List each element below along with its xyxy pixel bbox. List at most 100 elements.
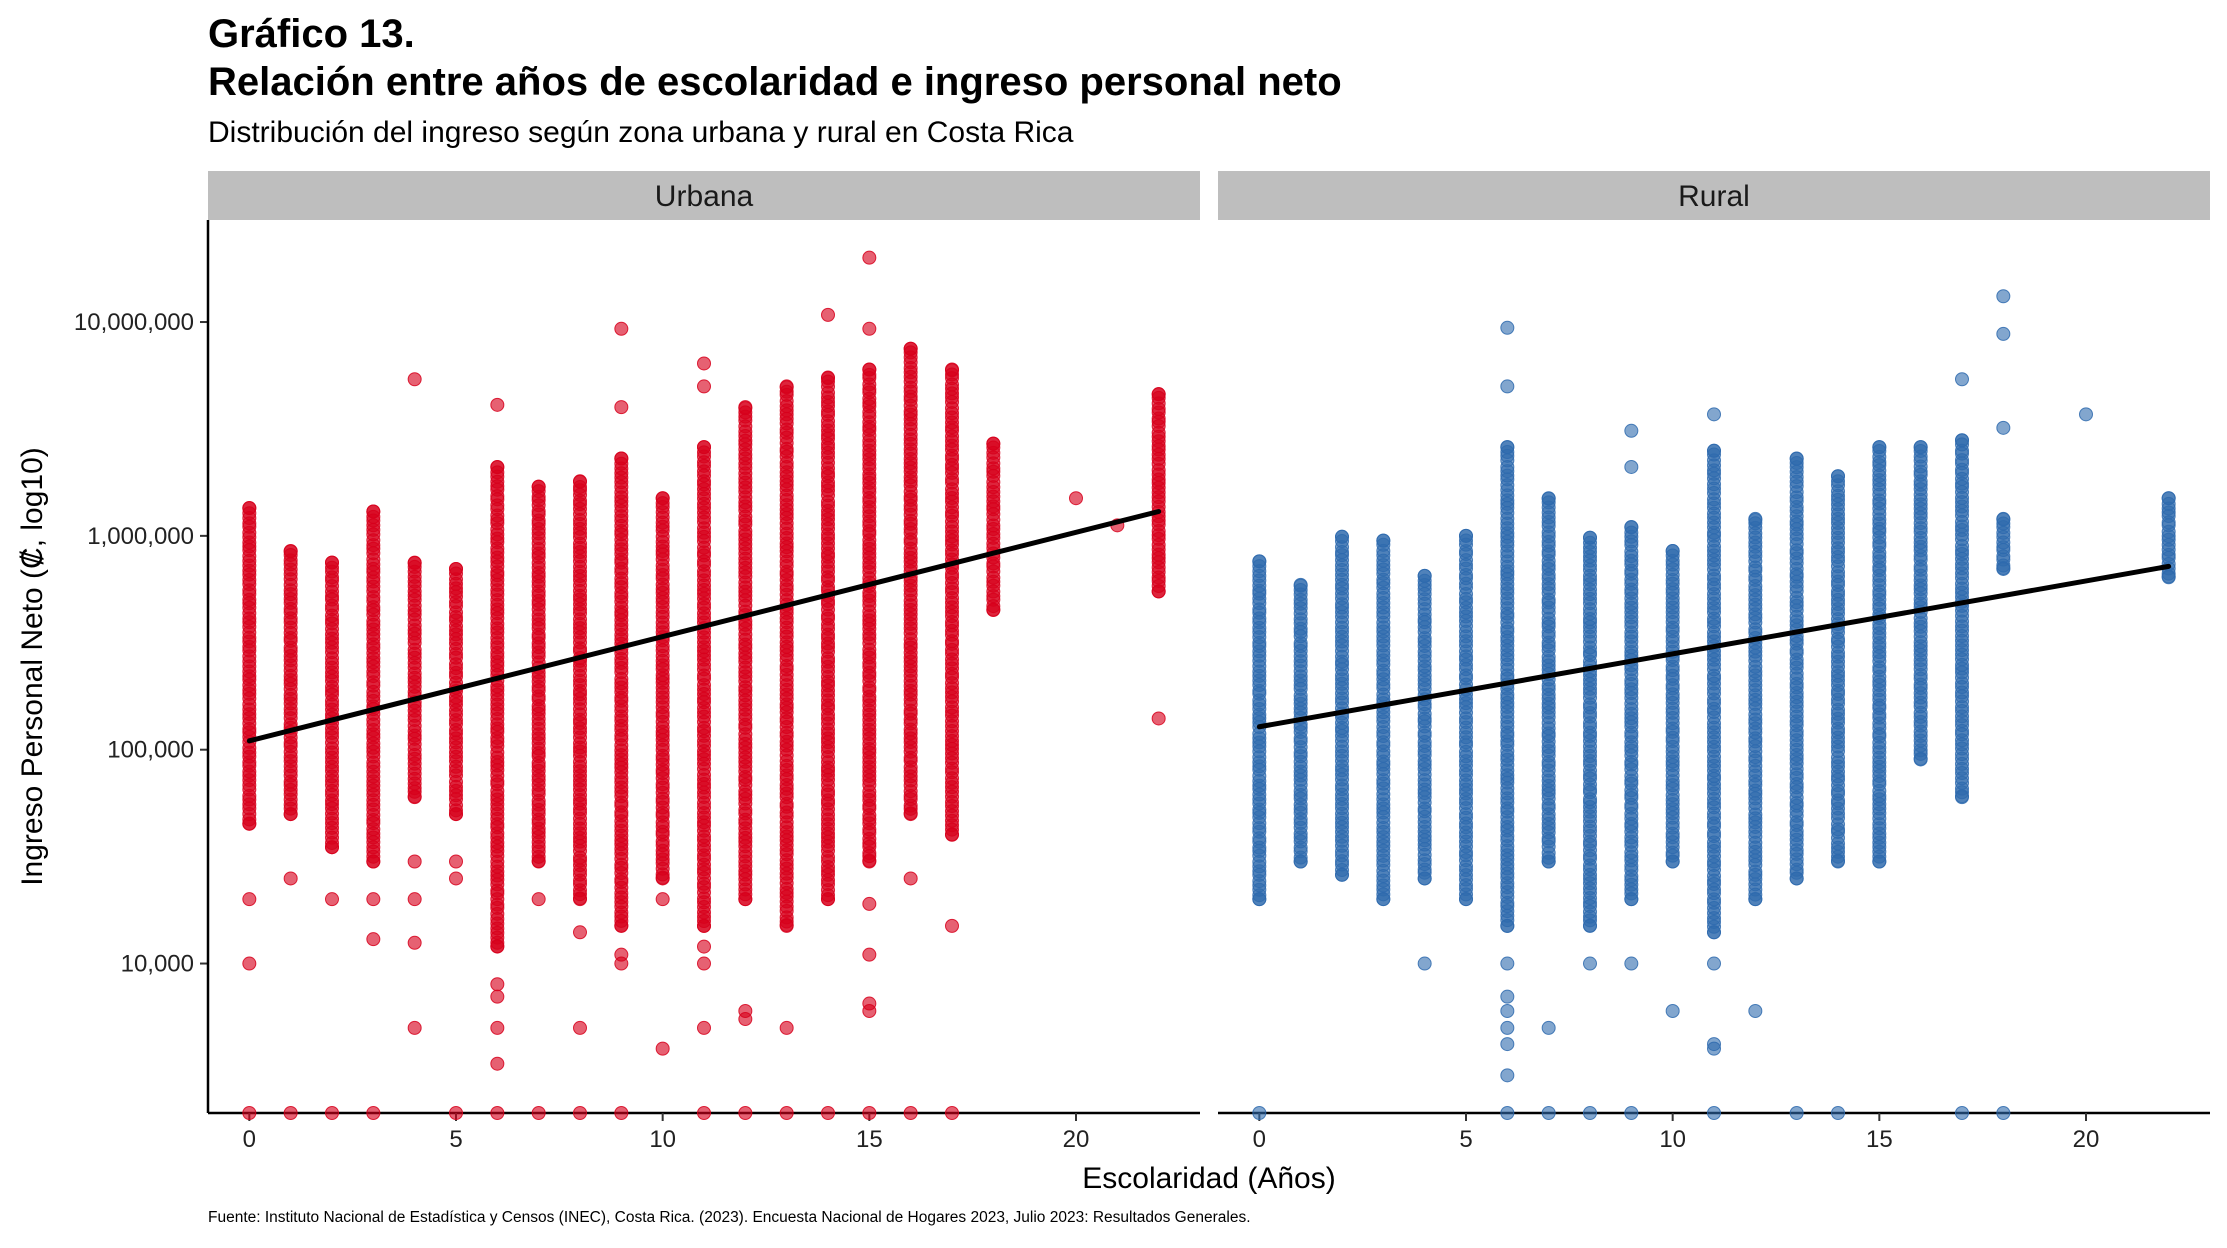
data-point xyxy=(738,1012,753,1027)
data-point xyxy=(573,1106,587,1120)
data-point xyxy=(697,918,711,933)
data-point xyxy=(1665,543,1680,558)
data-point xyxy=(1996,1106,2011,1120)
data-point xyxy=(821,892,835,907)
y-tick-label: 100,000 xyxy=(107,737,194,764)
x-tick-label: 15 xyxy=(1866,1126,1893,1153)
data-point xyxy=(1955,433,1969,448)
data-point xyxy=(1624,423,1639,438)
data-point xyxy=(655,491,670,506)
data-point xyxy=(1831,854,1845,869)
data-point xyxy=(1789,871,1804,886)
data-point xyxy=(1541,491,1556,506)
data-point xyxy=(1913,752,1928,767)
data-point xyxy=(490,939,505,954)
data-point xyxy=(1500,1003,1515,1018)
data-point xyxy=(1707,407,1721,422)
data-point xyxy=(531,854,546,869)
data-point xyxy=(283,543,298,558)
data-point xyxy=(697,939,711,954)
data-point xyxy=(1500,1037,1515,1052)
data-point xyxy=(1500,989,1515,1004)
data-point xyxy=(862,1106,877,1120)
data-point xyxy=(366,1106,381,1120)
data-point xyxy=(862,854,877,869)
data-point xyxy=(1624,459,1639,474)
data-point xyxy=(779,1020,794,1035)
data-point xyxy=(1500,1020,1515,1035)
x-tick-label: 20 xyxy=(2073,1126,2100,1153)
data-point xyxy=(1151,584,1166,599)
data-point xyxy=(1417,956,1432,971)
data-point xyxy=(573,892,587,907)
data-point xyxy=(697,379,711,394)
data-point xyxy=(366,504,381,519)
data-point xyxy=(903,341,918,356)
data-point xyxy=(945,362,959,377)
facet-strip-urbana xyxy=(208,171,1200,220)
x-tick-label: 0 xyxy=(1253,1126,1266,1153)
data-point xyxy=(738,1106,753,1120)
data-point xyxy=(697,356,711,371)
y-tick-label: 10,000,000 xyxy=(74,309,194,336)
trend-line-urbana xyxy=(246,508,1162,744)
data-point xyxy=(366,932,381,947)
data-point xyxy=(862,250,877,265)
data-point xyxy=(1252,892,1267,907)
data-point xyxy=(1872,440,1887,455)
data-point xyxy=(655,871,670,886)
data-point xyxy=(1151,711,1166,726)
data-point xyxy=(614,1106,629,1120)
data-point xyxy=(945,1106,959,1120)
data-point xyxy=(614,400,629,415)
data-point xyxy=(697,440,711,455)
data-point xyxy=(1665,854,1680,869)
data-point xyxy=(986,603,1001,618)
data-point xyxy=(531,479,546,494)
facet-label-rural: Rural xyxy=(1678,180,1750,213)
data-point xyxy=(1707,443,1721,458)
data-point xyxy=(1624,1106,1639,1120)
x-tick-label: 5 xyxy=(449,1126,462,1153)
data-point xyxy=(1500,956,1515,971)
data-point xyxy=(862,896,877,911)
data-point xyxy=(779,379,794,394)
chart-title: Relación entre años de escolaridad e ing… xyxy=(208,60,1342,104)
y-tick-label: 1,000,000 xyxy=(87,523,194,550)
data-point xyxy=(1955,790,1969,805)
data-point xyxy=(449,1106,463,1120)
data-point xyxy=(1335,867,1349,882)
data-point xyxy=(655,1041,670,1056)
data-point xyxy=(1583,956,1597,971)
data-point xyxy=(490,459,505,474)
data-point xyxy=(655,892,670,907)
data-point xyxy=(1624,956,1639,971)
data-point xyxy=(325,892,339,907)
source-caption: Fuente: Instituto Nacional de Estadístic… xyxy=(208,1209,1251,1226)
data-point xyxy=(1459,528,1473,543)
data-point xyxy=(283,1106,298,1120)
data-point xyxy=(697,956,711,971)
data-point xyxy=(449,854,463,869)
data-point xyxy=(1665,1003,1680,1018)
data-point xyxy=(242,816,257,831)
data-point xyxy=(1252,1106,1267,1120)
data-point xyxy=(738,892,753,907)
data-point xyxy=(2161,570,2176,585)
data-point xyxy=(1913,440,1928,455)
points-urbana xyxy=(242,250,1166,1120)
data-point xyxy=(1707,1041,1721,1056)
data-point xyxy=(1541,854,1556,869)
data-point xyxy=(366,854,381,869)
data-point xyxy=(449,561,463,576)
data-point xyxy=(903,1106,918,1120)
data-point xyxy=(1583,530,1597,545)
data-point xyxy=(407,892,422,907)
data-point xyxy=(242,500,257,515)
data-point xyxy=(1500,918,1515,933)
data-point xyxy=(366,892,381,907)
data-point xyxy=(1831,1106,1845,1120)
data-point xyxy=(1624,892,1639,907)
data-point xyxy=(531,892,546,907)
